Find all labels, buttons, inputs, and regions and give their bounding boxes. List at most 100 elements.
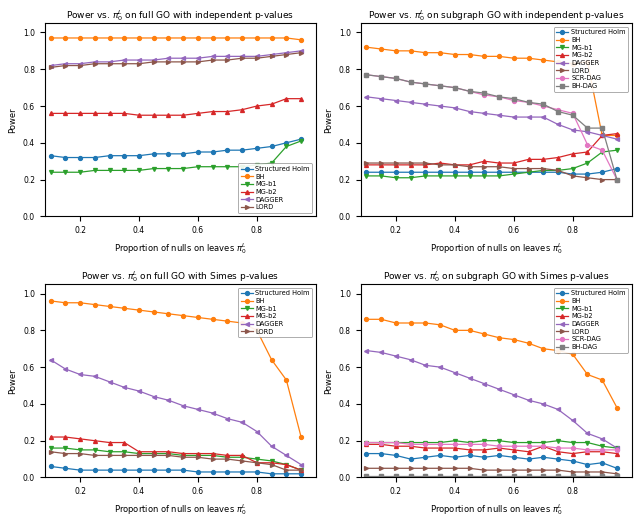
- BH: [150, 309, 157, 315]
- DAGGER: [554, 406, 562, 413]
- SCR-DAG: [510, 97, 518, 103]
- Structured Holm: [554, 169, 562, 175]
- Structured Holm: [363, 450, 371, 457]
- MG-b1: [540, 439, 547, 446]
- DAGGER: [150, 57, 157, 63]
- BH: [223, 35, 231, 41]
- MG-b2: [540, 156, 547, 163]
- MG-b2: [91, 110, 99, 117]
- MG-b2: [525, 448, 532, 455]
- LORD: [466, 164, 474, 170]
- DAGGER: [569, 127, 577, 133]
- BH: [253, 35, 260, 41]
- SCR-DAG: [598, 447, 606, 453]
- Structured Holm: [91, 154, 99, 161]
- BH: [540, 57, 547, 63]
- LORD: [598, 469, 606, 475]
- Structured Holm: [466, 452, 474, 458]
- Structured Holm: [47, 153, 54, 159]
- MG-b1: [407, 175, 415, 181]
- MG-b2: [223, 452, 231, 458]
- Structured Holm: [150, 151, 157, 157]
- Structured Holm: [238, 147, 246, 153]
- LORD: [363, 160, 371, 166]
- BH-DAG: [510, 472, 518, 479]
- LORD: [392, 160, 400, 166]
- MG-b2: [76, 110, 84, 117]
- DAGGER: [598, 132, 606, 139]
- Structured Holm: [466, 169, 474, 175]
- DAGGER: [150, 393, 157, 400]
- MG-b1: [238, 454, 246, 460]
- DAGGER: [268, 443, 275, 449]
- SCR-DAG: [584, 142, 591, 148]
- MG-b1: [554, 167, 562, 174]
- LORD: [223, 456, 231, 462]
- Structured Holm: [392, 452, 400, 458]
- Line: DAGGER: DAGGER: [365, 349, 619, 450]
- DAGGER: [613, 136, 621, 142]
- MG-b1: [76, 169, 84, 175]
- LORD: [194, 59, 202, 65]
- BH: [363, 316, 371, 322]
- MG-b2: [106, 110, 113, 117]
- LORD: [106, 60, 113, 67]
- DAGGER: [540, 114, 547, 120]
- BH: [613, 404, 621, 411]
- MG-b1: [120, 448, 128, 455]
- BH-DAG: [363, 472, 371, 479]
- MG-b2: [407, 443, 415, 449]
- LORD: [150, 452, 157, 458]
- MG-b1: [238, 164, 246, 170]
- Structured Holm: [554, 456, 562, 462]
- Structured Holm: [481, 169, 488, 175]
- BH: [61, 300, 69, 306]
- LORD: [47, 448, 54, 455]
- BH: [150, 35, 157, 41]
- BH-DAG: [584, 472, 591, 479]
- MG-b2: [268, 101, 275, 107]
- MG-b1: [363, 173, 371, 179]
- MG-b2: [47, 110, 54, 117]
- Structured Holm: [363, 169, 371, 175]
- LORD: [569, 173, 577, 179]
- LORD: [584, 175, 591, 181]
- SCR-DAG: [495, 93, 503, 100]
- MG-b2: [525, 156, 532, 163]
- LORD: [495, 164, 503, 170]
- DAGGER: [209, 410, 216, 416]
- SCR-DAG: [613, 447, 621, 453]
- DAGGER: [510, 114, 518, 120]
- BH-DAG: [451, 472, 459, 479]
- BH: [179, 35, 187, 41]
- MG-b1: [363, 439, 371, 446]
- LORD: [238, 55, 246, 61]
- Structured Holm: [238, 469, 246, 475]
- Structured Holm: [120, 153, 128, 159]
- LORD: [584, 469, 591, 475]
- MG-b1: [179, 165, 187, 172]
- Structured Holm: [268, 470, 275, 477]
- DAGGER: [495, 386, 503, 392]
- Structured Holm: [481, 454, 488, 460]
- BH: [525, 340, 532, 346]
- MG-b2: [238, 452, 246, 458]
- MG-b2: [209, 450, 216, 457]
- MG-b2: [106, 439, 113, 446]
- Structured Holm: [598, 169, 606, 175]
- MG-b2: [584, 448, 591, 455]
- MG-b1: [47, 169, 54, 175]
- MG-b1: [569, 439, 577, 446]
- Structured Holm: [76, 154, 84, 161]
- MG-b2: [194, 450, 202, 457]
- MG-b1: [510, 439, 518, 446]
- LORD: [194, 454, 202, 460]
- DAGGER: [495, 112, 503, 118]
- DAGGER: [363, 348, 371, 354]
- MG-b2: [253, 459, 260, 466]
- MG-b2: [584, 149, 591, 155]
- DAGGER: [525, 114, 532, 120]
- MG-b2: [135, 448, 143, 455]
- Title: Power vs. $\pi_0^L$ on subgraph GO with Simes p-values: Power vs. $\pi_0^L$ on subgraph GO with …: [383, 269, 609, 285]
- Y-axis label: Power: Power: [324, 368, 333, 394]
